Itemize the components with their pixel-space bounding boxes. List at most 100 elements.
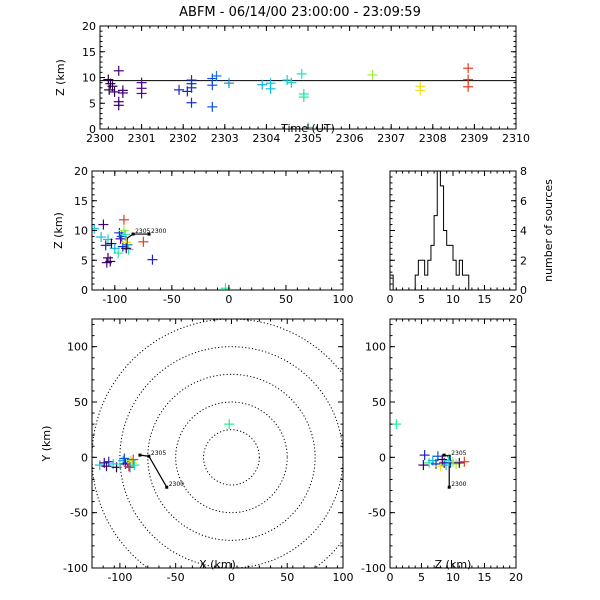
data-point <box>445 457 456 468</box>
y-axis-title: Y (km) <box>40 426 53 463</box>
x-tick-label: 50 <box>279 293 293 306</box>
y-axis-title: Z (km) <box>54 59 67 96</box>
plot-frame <box>91 170 344 291</box>
data-point <box>186 82 197 93</box>
data-point <box>463 63 474 74</box>
x-tick-label: 2304 <box>252 132 280 145</box>
data-point <box>459 456 470 467</box>
plot-frame <box>99 25 517 130</box>
data-point <box>415 85 426 96</box>
plot-area: 2305 2300 <box>92 319 343 568</box>
y-tick-label: 10 <box>74 225 88 238</box>
data-point <box>117 87 128 98</box>
track-time-label: 2305 <box>135 228 150 235</box>
range-ring <box>119 346 343 568</box>
data-point <box>367 69 378 80</box>
x-tick-label: 5 <box>418 571 425 584</box>
data-point <box>136 88 147 99</box>
range-ring <box>175 401 288 514</box>
y-tick-label: 5 <box>89 97 96 110</box>
data-point <box>96 232 107 243</box>
data-point <box>100 240 111 251</box>
x-tick-label: 0 <box>228 571 235 584</box>
track-time-label: 2300 <box>169 481 184 488</box>
data-point <box>147 254 158 265</box>
data-point <box>129 460 140 471</box>
y-tick-label: 6 <box>520 195 527 208</box>
y-axis-title: number of sources <box>542 179 555 282</box>
y-tick-label: 10 <box>82 72 96 85</box>
data-point <box>430 458 441 469</box>
x-tick-label: 50 <box>280 571 294 584</box>
data-point <box>298 92 309 103</box>
y-tick-label: 50 <box>372 396 386 409</box>
x-tick-label: 15 <box>478 571 492 584</box>
x-tick-label: 2306 <box>336 132 364 145</box>
x-tick-label: 2302 <box>169 132 197 145</box>
histogram-bar <box>459 260 462 290</box>
data-point <box>118 214 129 225</box>
storm-track-line <box>139 454 168 488</box>
data-point <box>138 236 149 247</box>
x-tick-label: 100 <box>333 571 354 584</box>
storm-track-marker <box>147 232 151 236</box>
y-tick-label: 15 <box>74 195 88 208</box>
y-tick-label: 100 <box>365 341 386 354</box>
data-point <box>94 460 105 471</box>
y-tick-label: 100 <box>67 341 88 354</box>
x-tick-label: 2308 <box>419 132 447 145</box>
data-point <box>119 453 130 464</box>
track-time-label: 2300 <box>451 481 466 488</box>
x-tick-label: -100 <box>102 293 127 306</box>
x-tick-label: 10 <box>446 571 460 584</box>
y-axis-title: Z (km) <box>52 212 65 249</box>
x-tick-label: 2310 <box>502 132 530 145</box>
data-point <box>115 233 126 244</box>
data-point <box>120 229 131 240</box>
data-point <box>186 97 197 108</box>
storm-track-marker <box>138 453 142 457</box>
data-point <box>224 419 235 430</box>
time-height-plot: 2300 2301 2302 2303 2304 2305 2306 2307 2308 2309… <box>54 20 530 145</box>
data-point <box>118 225 129 236</box>
data-point <box>207 80 218 91</box>
y-tick-label: 0 <box>520 284 527 297</box>
range-ring <box>147 373 316 541</box>
x-tick-label: 5 <box>418 293 425 306</box>
range-ring <box>203 429 260 486</box>
histogram-bar <box>434 216 437 290</box>
histogram-bar <box>428 260 431 290</box>
data-point <box>223 78 234 89</box>
histogram-bar <box>440 186 443 290</box>
x-axis-title: X (km) <box>199 558 236 571</box>
y-tick-label: 50 <box>74 396 88 409</box>
data-point <box>286 77 297 88</box>
data-point <box>113 248 124 259</box>
data-point <box>124 462 135 473</box>
x-tick-label: 2303 <box>211 132 239 145</box>
data-point <box>282 75 293 86</box>
x-tick-label: 2301 <box>128 132 156 145</box>
plot-area <box>390 171 470 290</box>
storm-track-marker <box>147 454 151 458</box>
y-tick-label: 2 <box>520 254 527 267</box>
y-tick-label: 4 <box>520 225 527 238</box>
x-tick-label: 20 <box>509 571 523 584</box>
y-tick-label: 0 <box>81 284 88 297</box>
data-point <box>103 456 114 467</box>
y-tick-label: -50 <box>368 507 386 520</box>
x-tick-label: 0 <box>387 571 394 584</box>
data-point <box>121 243 132 254</box>
y-tick-label: 0 <box>81 451 88 464</box>
track-time-label: 2300 <box>151 228 166 235</box>
data-point <box>418 460 429 471</box>
x-tick-label: -50 <box>167 571 185 584</box>
plot-frame <box>389 318 517 569</box>
data-point <box>98 219 109 230</box>
data-point <box>105 78 116 89</box>
data-point <box>463 81 474 92</box>
plan-view-plot: 2305 2300 -100 -50 0 50 100 -100 -50 0 50 100 X (km)… <box>40 318 354 584</box>
x-axis-title: Time (UT) <box>280 122 335 135</box>
storm-track-marker <box>131 232 135 236</box>
